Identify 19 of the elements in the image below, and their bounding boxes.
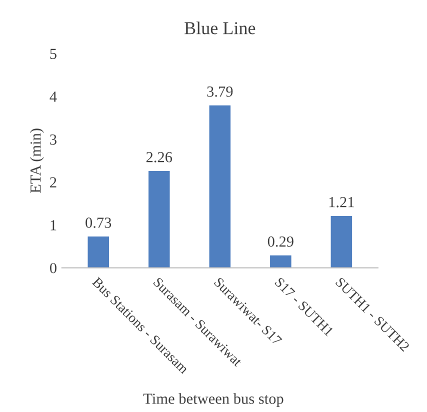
y-tick-label: 0 <box>50 262 56 274</box>
bar <box>209 105 231 268</box>
y-axis-title: ETA (min) <box>30 128 44 193</box>
bar <box>148 170 170 268</box>
bar <box>270 255 292 268</box>
y-tick-label: 4 <box>50 92 57 102</box>
y-tick-label: 3 <box>50 134 56 145</box>
chart-title: Blue Line <box>184 22 256 34</box>
bar <box>88 236 110 268</box>
bar <box>330 216 352 268</box>
y-tick-label: 5 <box>50 48 56 60</box>
data-label: 2.26 <box>146 152 172 162</box>
data-label: 1.21 <box>329 197 354 208</box>
y-tick-label: 2 <box>50 177 56 188</box>
data-label: 0.29 <box>268 236 294 247</box>
x-axis-title: Time between bus stop <box>143 393 284 408</box>
data-label: 3.79 <box>207 86 233 97</box>
y-tick-label: 1 <box>50 220 56 230</box>
data-label: 0.73 <box>86 218 112 228</box>
